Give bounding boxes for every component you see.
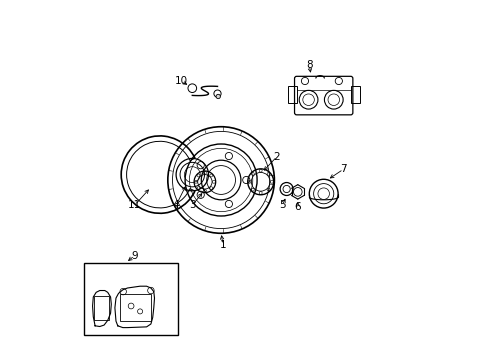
Text: 3: 3 [188,200,195,210]
Text: 6: 6 [294,202,301,212]
Text: 10: 10 [175,76,188,86]
Bar [288,86,297,103]
Bar [120,294,151,321]
Text: 2: 2 [273,152,280,162]
Text: 5: 5 [279,200,285,210]
Text: 1: 1 [219,240,226,250]
Text: 8: 8 [305,60,312,70]
Text: 7: 7 [340,164,346,174]
Bar [84,263,178,335]
Text: 9: 9 [131,251,138,261]
Bar [350,86,359,103]
Text: 4: 4 [172,200,179,210]
Bar [94,296,109,320]
Circle shape [216,94,220,99]
Text: 11: 11 [128,200,141,210]
